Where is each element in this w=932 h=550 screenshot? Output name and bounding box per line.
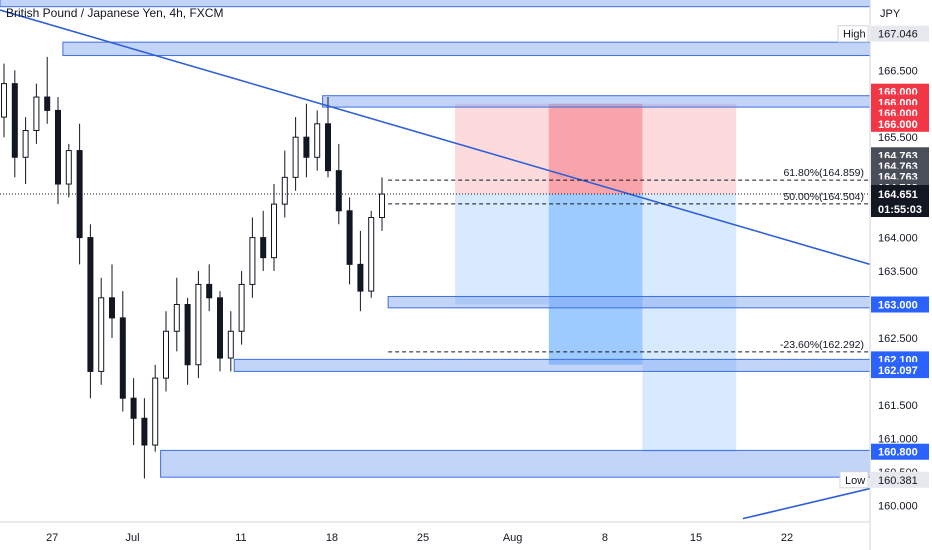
high-marker: High 167.046 [837,25,929,43]
x-tick-1: Jul [125,532,139,544]
candle-28 [303,103,310,178]
candle-12 [130,378,137,446]
candle-11 [119,291,126,412]
y-tick-6: 164.000 [878,233,918,245]
price-badge-11: 160.800 [871,443,929,460]
countdown-value: 01:55:03 [878,204,922,216]
low-value: 160.381 [878,475,918,487]
zone-3[interactable] [233,358,871,372]
candle-0 [1,63,7,138]
stop-box-4 [642,103,737,195]
candle-15 [163,311,169,392]
candle-14 [152,364,159,452]
candle-8 [87,224,94,399]
x-tick-8: 22 [781,532,793,544]
y-tick-7: 163.500 [878,266,918,278]
candle-25 [271,184,277,272]
target-box-3 [548,194,643,365]
svg-text:160.800: 160.800 [878,447,918,459]
target-box-5 [642,194,737,452]
zone-1[interactable] [322,95,871,108]
price-badge-8: 163.000 [871,296,929,313]
candle-29 [314,110,321,171]
chart-title: British Pound / Japanese Yen, 4h, FXCM [6,6,223,20]
candle-22 [238,271,245,345]
candle-5 [55,97,61,205]
target-box-1 [455,194,549,305]
fib-label-1: 50.00%(164.504) [783,191,864,203]
lines [0,9,871,520]
candle-2 [22,117,29,185]
candle-9 [98,277,105,385]
position-boxes [455,103,737,452]
y-tick-14: 160.000 [878,500,918,512]
candle-31 [335,143,342,225]
trendline-1[interactable] [742,487,871,520]
plot-background [0,0,870,522]
fib-label-2: -23.60%(162.292) [780,339,864,351]
x-tick-0: 27 [46,532,58,544]
trendline-0[interactable] [0,9,871,266]
stop-box-0 [455,103,549,195]
time-axis[interactable]: 27 Jul 11 18 25 Aug 8 15 22 [46,532,793,544]
candle-24 [260,210,267,272]
x-tick-3: 18 [326,532,338,544]
candle-33 [357,230,364,312]
candle-20 [217,291,223,372]
zones [0,0,871,478]
y-tick-12: 161.000 [878,433,918,445]
candle-21 [227,311,234,372]
candle-26 [281,150,288,218]
high-label: High [843,29,866,41]
stop-box-2 [548,103,643,195]
svg-text:166.000: 166.000 [878,119,918,131]
candle-16 [173,277,180,352]
x-tick-2: 11 [235,532,246,544]
candle-27 [292,117,299,191]
candle-34 [368,210,375,298]
zone-4[interactable] [160,449,871,478]
candle-4 [44,56,51,124]
candle-3 [33,83,40,144]
high-value: 167.046 [878,29,918,41]
svg-text:163.000: 163.000 [878,300,918,312]
candle-13 [141,398,148,479]
low-marker: Low 160.381 [839,471,929,489]
y-tick-1: 166.500 [878,65,918,77]
candle-7 [76,123,83,265]
candle-23 [249,217,256,298]
candles [1,56,385,479]
candle-19 [206,264,213,312]
candle-32 [346,197,353,285]
current-price-value: 164.651 [878,189,918,201]
y-tick-11: 161.500 [878,400,918,412]
fib-levels: 61.80%(164.859) 50.00%(164.504) -23.60%(16… [388,167,870,353]
candle-17 [184,297,191,385]
zone-2[interactable] [387,295,871,309]
x-tick-7: 15 [690,532,702,544]
candle-30 [325,97,331,178]
price-badges: 166.000166.000166.000166.000164.763164.7… [837,25,929,489]
low-label: Low [845,475,865,487]
price-badge-3: 166.000 [871,115,929,132]
candle-10 [109,264,115,338]
candle-1 [11,70,18,178]
y-tick-9: 162.500 [878,333,918,345]
fib-label-0: 61.80%(164.859) [783,167,864,179]
candle-6 [65,143,72,198]
y-tick-3: 165.500 [878,132,918,144]
svg-text:162.097: 162.097 [878,365,918,377]
x-tick-4: 25 [417,532,429,544]
price-badge-10: 162.097 [871,362,929,379]
x-tick-6: 8 [602,532,608,544]
candle-18 [195,271,202,379]
currency-label: JPY [880,8,901,20]
current-price-badge: 164.651 01:55:03 [871,185,929,218]
zone-0[interactable] [62,41,871,57]
x-tick-5: Aug [503,532,523,544]
